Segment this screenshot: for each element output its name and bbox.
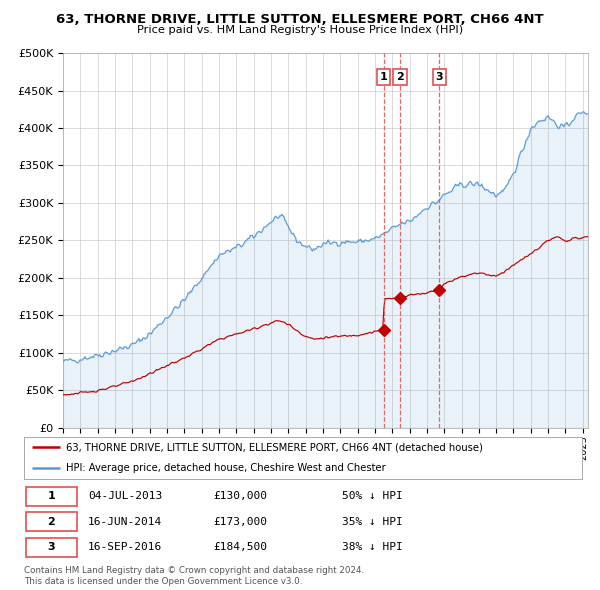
Text: 04-JUL-2013: 04-JUL-2013 (88, 491, 163, 502)
Text: HPI: Average price, detached house, Cheshire West and Chester: HPI: Average price, detached house, Ches… (66, 464, 386, 473)
FancyBboxPatch shape (26, 538, 77, 557)
Text: 2: 2 (396, 72, 404, 82)
Text: 16-JUN-2014: 16-JUN-2014 (88, 517, 163, 527)
Text: 63, THORNE DRIVE, LITTLE SUTTON, ELLESMERE PORT, CH66 4NT (detached house): 63, THORNE DRIVE, LITTLE SUTTON, ELLESME… (66, 442, 483, 452)
Text: Price paid vs. HM Land Registry's House Price Index (HPI): Price paid vs. HM Land Registry's House … (137, 25, 463, 35)
Text: £184,500: £184,500 (214, 542, 268, 552)
Text: 3: 3 (47, 542, 55, 552)
Text: 3: 3 (436, 72, 443, 82)
Text: 16-SEP-2016: 16-SEP-2016 (88, 542, 163, 552)
Text: 2: 2 (47, 517, 55, 527)
Text: 50% ↓ HPI: 50% ↓ HPI (342, 491, 403, 502)
Text: £130,000: £130,000 (214, 491, 268, 502)
Text: 35% ↓ HPI: 35% ↓ HPI (342, 517, 403, 527)
Text: £173,000: £173,000 (214, 517, 268, 527)
Text: Contains HM Land Registry data © Crown copyright and database right 2024.
This d: Contains HM Land Registry data © Crown c… (24, 566, 364, 586)
FancyBboxPatch shape (26, 512, 77, 532)
Text: 38% ↓ HPI: 38% ↓ HPI (342, 542, 403, 552)
Text: 1: 1 (380, 72, 388, 82)
Text: 1: 1 (47, 491, 55, 502)
Text: 63, THORNE DRIVE, LITTLE SUTTON, ELLESMERE PORT, CH66 4NT: 63, THORNE DRIVE, LITTLE SUTTON, ELLESME… (56, 13, 544, 26)
FancyBboxPatch shape (26, 487, 77, 506)
